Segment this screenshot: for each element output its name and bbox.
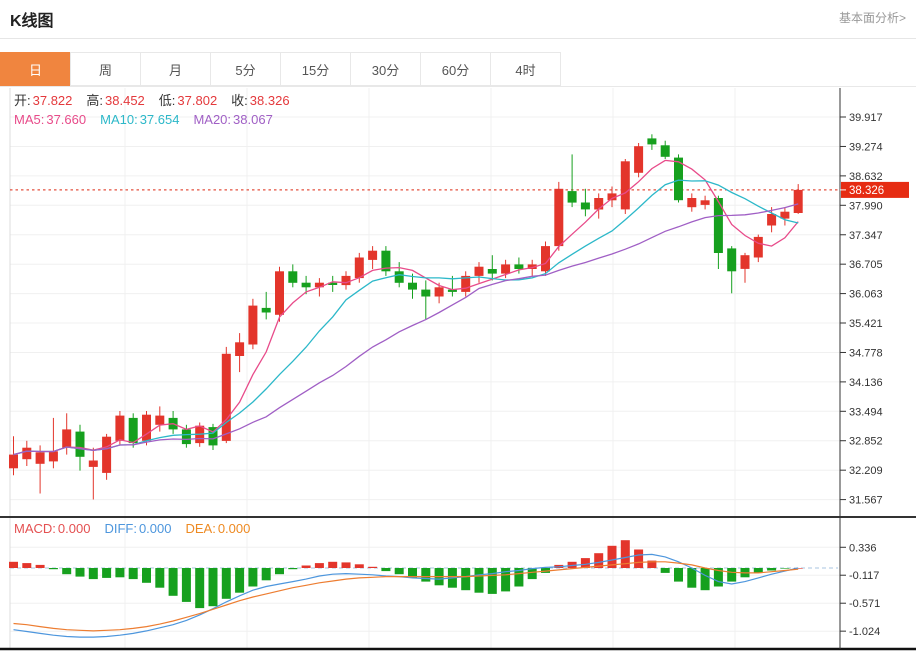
period-tabbar: 日周月 5分 15分 30分 60分 4时 bbox=[0, 52, 916, 87]
legend-item: DIFF: 0.000 bbox=[104, 521, 172, 536]
fundamental-analysis-link[interactable]: 基本面分析> bbox=[838, 11, 906, 25]
ohlc-legend: 开: 37.822 高: 38.452 低: 37.802 收: 38.326 bbox=[14, 93, 304, 109]
macd-histogram bbox=[9, 540, 803, 609]
tab-15min[interactable]: 15分 bbox=[280, 52, 351, 86]
svg-text:32.852: 32.852 bbox=[849, 436, 883, 448]
candles-layer bbox=[9, 134, 803, 500]
legend-item: 低: 37.802 bbox=[158, 93, 218, 108]
legend-item: MA10: 37.654 bbox=[100, 112, 180, 127]
macd-legend: MACD: 0.000 DIFF: 0.000 DEA: 0.000 bbox=[14, 521, 264, 537]
svg-text:-0.117: -0.117 bbox=[849, 570, 879, 582]
svg-text:31.567: 31.567 bbox=[849, 495, 883, 507]
macd-lines bbox=[13, 553, 799, 638]
svg-text:38.632: 38.632 bbox=[849, 171, 883, 183]
svg-text:-1.024: -1.024 bbox=[849, 626, 880, 638]
tab-week[interactable]: 周 bbox=[70, 52, 141, 86]
svg-text:34.136: 34.136 bbox=[849, 377, 883, 389]
ma-lines bbox=[13, 159, 799, 456]
legend-item: MACD: 0.000 bbox=[14, 521, 91, 536]
svg-text:34.778: 34.778 bbox=[849, 347, 883, 359]
page-header: K线图 基本面分析> bbox=[0, 0, 916, 39]
svg-text:39.917: 39.917 bbox=[849, 112, 883, 124]
dea-line bbox=[13, 561, 799, 632]
page-title: K线图 bbox=[10, 13, 54, 30]
legend-item: MA20: 38.067 bbox=[193, 112, 273, 127]
svg-text:0.336: 0.336 bbox=[849, 542, 877, 554]
tab-month[interactable]: 月 bbox=[140, 52, 211, 86]
svg-text:-0.571: -0.571 bbox=[849, 598, 880, 610]
svg-text:38.326: 38.326 bbox=[849, 185, 884, 197]
svg-text:39.274: 39.274 bbox=[849, 141, 883, 153]
svg-text:32.209: 32.209 bbox=[849, 465, 883, 477]
ma10-line bbox=[13, 179, 799, 456]
svg-text:33.494: 33.494 bbox=[849, 406, 883, 418]
tab-30min[interactable]: 30分 bbox=[350, 52, 421, 86]
diff-line bbox=[13, 553, 799, 638]
current-price-badge: 38.326 bbox=[840, 181, 909, 198]
svg-text:37.990: 37.990 bbox=[849, 200, 883, 212]
ma5-line bbox=[13, 159, 799, 456]
price-axis: 39.917 39.274 38.632 37.990 37.347 36.705 36.0… bbox=[0, 88, 916, 651]
svg-text:36.705: 36.705 bbox=[849, 259, 883, 271]
ma20-line bbox=[13, 203, 799, 456]
tab-60min[interactable]: 60分 bbox=[420, 52, 491, 86]
tab-4hour[interactable]: 4时 bbox=[490, 52, 561, 86]
tab-day[interactable]: 日 bbox=[0, 52, 71, 86]
svg-text:37.347: 37.347 bbox=[849, 230, 883, 242]
svg-text:36.063: 36.063 bbox=[849, 289, 883, 301]
legend-item: 高: 38.452 bbox=[86, 93, 145, 108]
svg-text:35.421: 35.421 bbox=[849, 318, 883, 330]
legend-item: MA5: 37.660 bbox=[14, 112, 87, 127]
grid-layer bbox=[9, 88, 840, 648]
legend-item: DEA: 0.000 bbox=[185, 521, 251, 536]
ma-legend: MA5: 37.660 MA10: 37.654 MA20: 38.067 bbox=[14, 112, 287, 128]
legend-item: 开: 37.822 bbox=[14, 93, 73, 108]
tab-5min[interactable]: 5分 bbox=[210, 52, 281, 86]
legend-item: 收: 38.326 bbox=[231, 93, 290, 108]
